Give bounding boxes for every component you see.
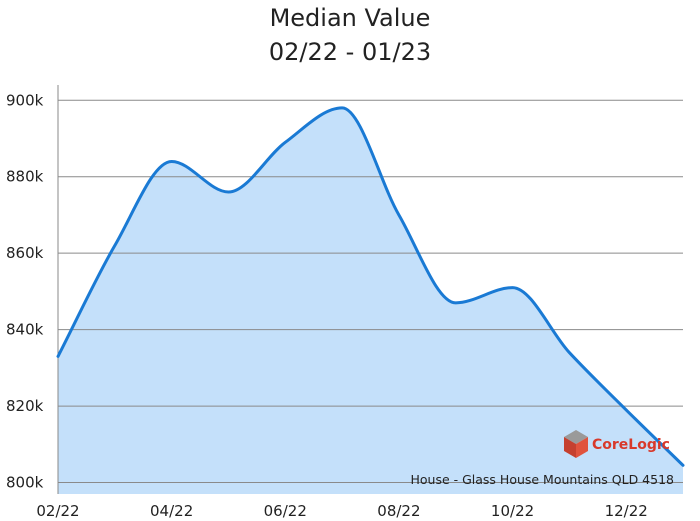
data-point: [170, 160, 173, 163]
x-tick-label: 04/22: [150, 502, 193, 520]
data-point: [284, 141, 287, 144]
logo-text: CoreLogic: [592, 437, 670, 453]
data-point: [511, 286, 514, 289]
x-tick-label: 02/22: [36, 502, 79, 520]
x-tick-label: 12/22: [605, 502, 648, 520]
corelogic-logo: CoreLogic: [564, 430, 670, 458]
data-point: [682, 464, 685, 467]
series-line: [56, 106, 685, 467]
y-tick-label: 820k: [6, 397, 44, 415]
y-tick-label: 880k: [6, 168, 44, 186]
x-tick-label: 06/22: [264, 502, 307, 520]
x-tick-label: 10/22: [491, 502, 534, 520]
plot-area: 800k 820k 840k 860k 880k 900k 02/22 04/22 06/22 0…: [6, 85, 685, 520]
y-tick-label: 900k: [6, 91, 44, 109]
data-point: [625, 408, 628, 411]
data-point: [113, 244, 116, 247]
logo-cube-right: [576, 437, 588, 458]
chart-title: Median Value: [270, 4, 431, 32]
data-point: [341, 106, 344, 109]
series-area: [58, 107, 683, 495]
y-tick-label: 860k: [6, 244, 44, 262]
data-point: [397, 213, 400, 216]
y-tick-label: 800k: [6, 474, 44, 492]
data-point: [454, 301, 457, 304]
data-point: [227, 191, 230, 194]
chart-subtitle: 02/22 - 01/23: [269, 38, 431, 66]
data-point: [568, 351, 571, 354]
data-point: [57, 355, 60, 358]
x-tick-label: 08/22: [377, 502, 420, 520]
source-label: House - Glass House Mountains QLD 4518: [410, 472, 674, 487]
logo-cube-left: [564, 437, 576, 458]
y-tick-label: 840k: [6, 321, 44, 339]
